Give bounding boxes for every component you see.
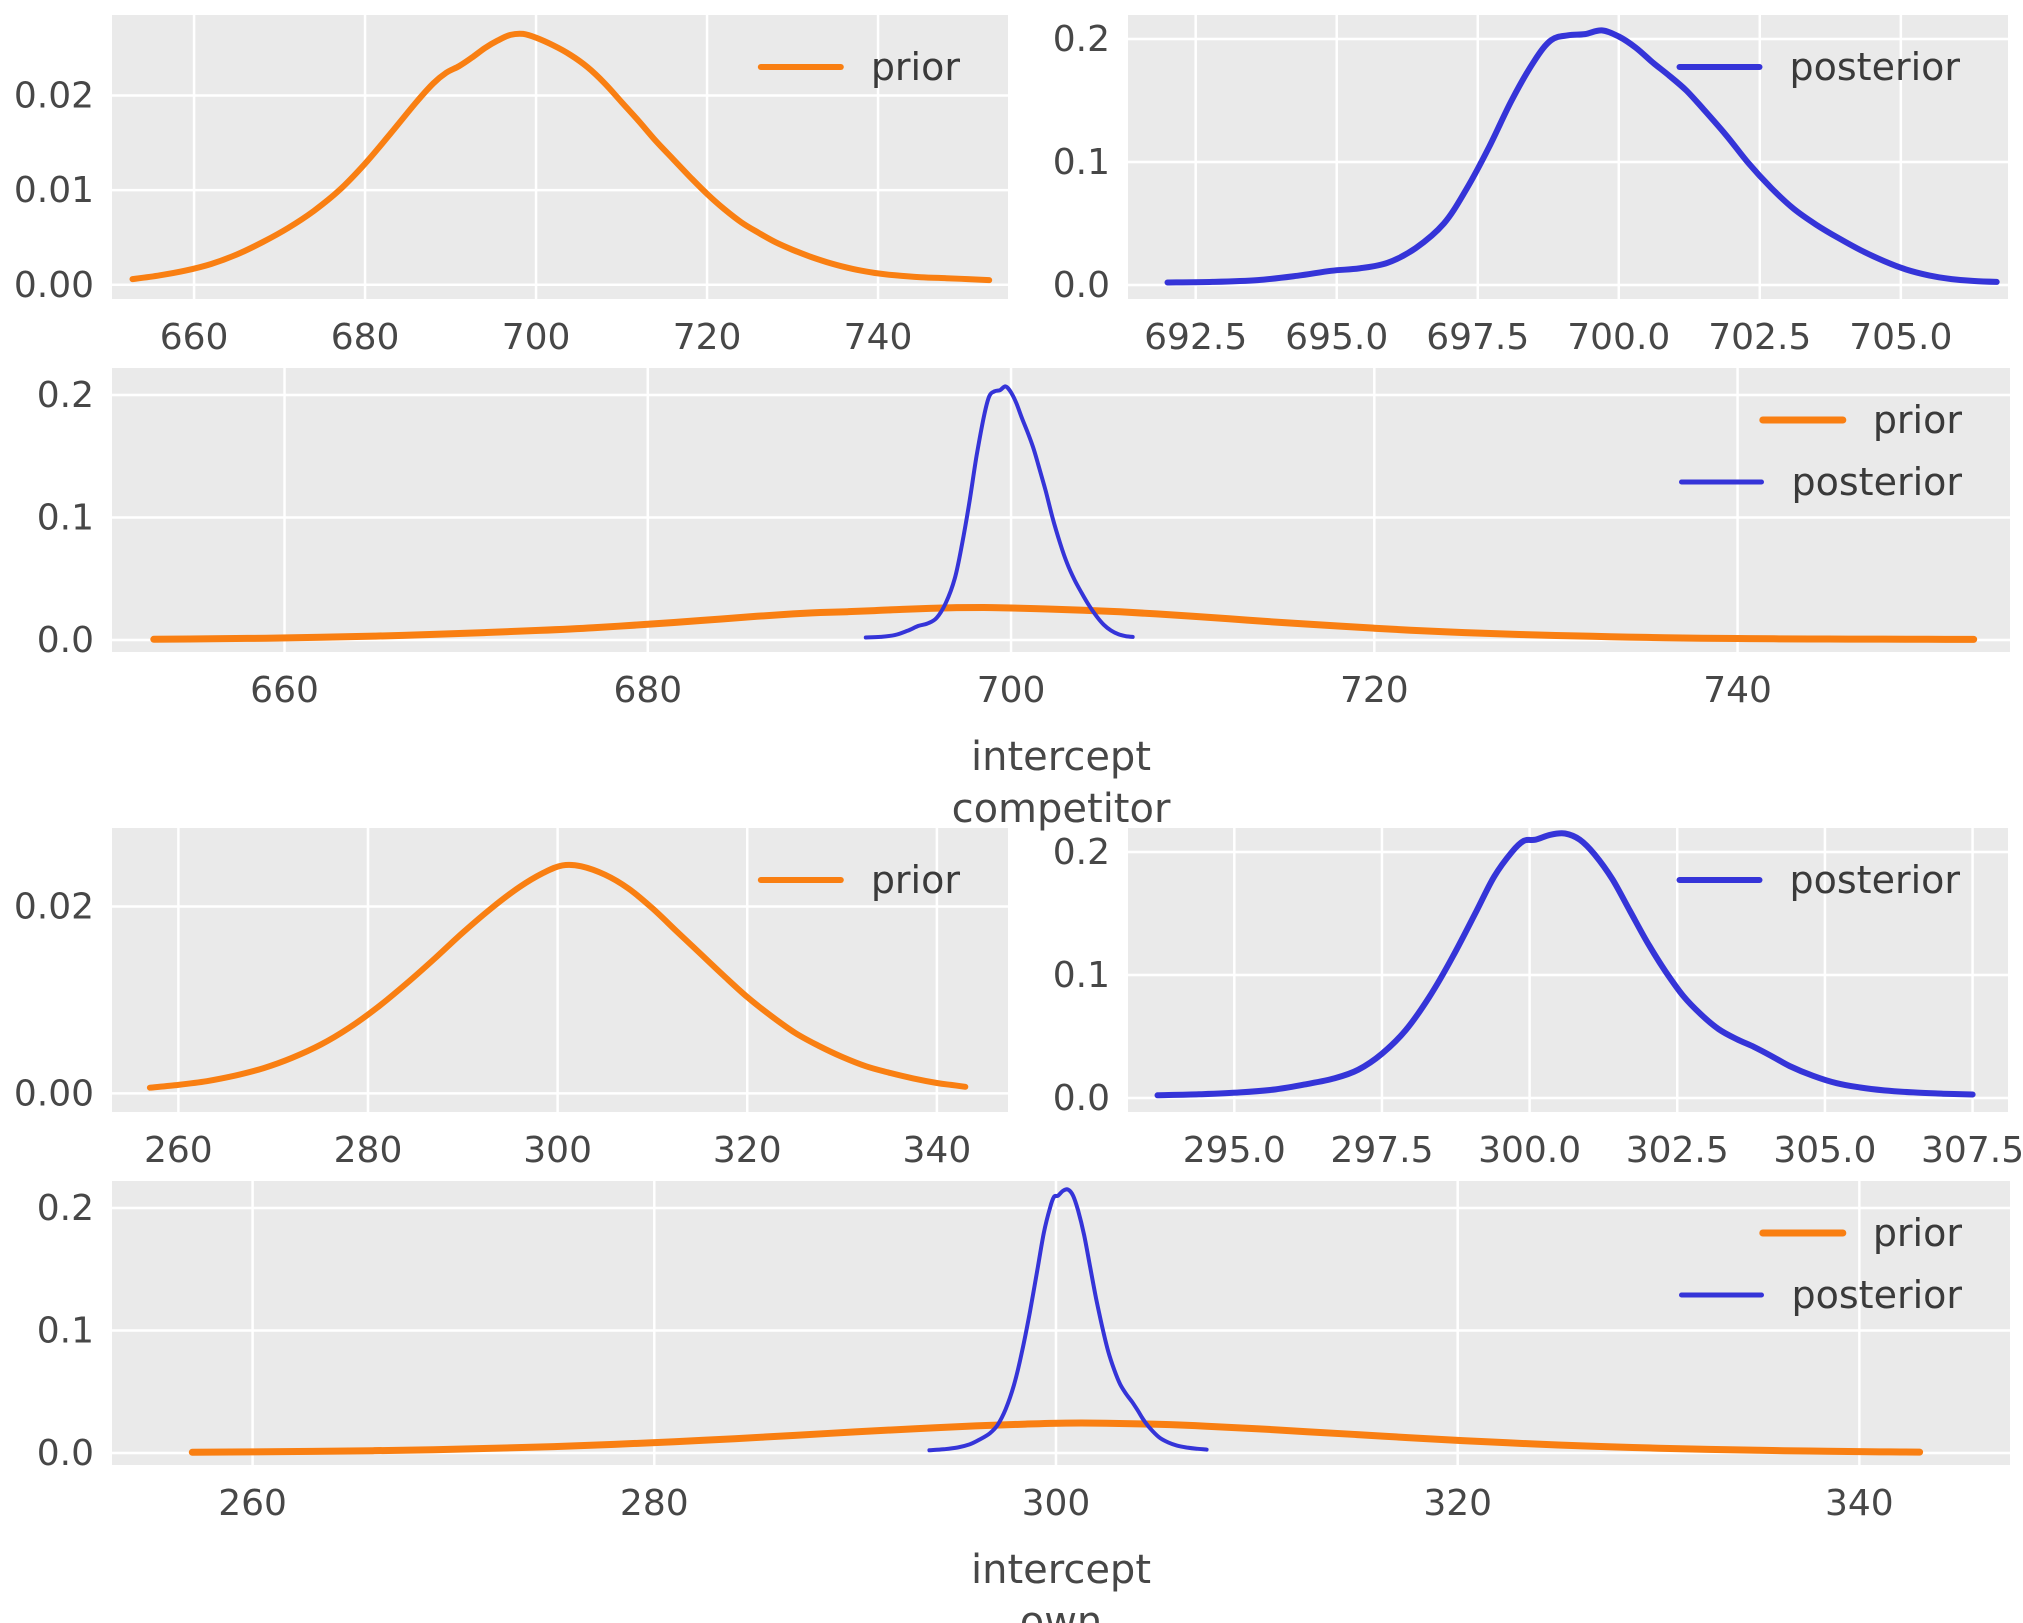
x-tick-label: 300.0 <box>1478 1130 1581 1171</box>
legend-label-posterior: posterior <box>1792 460 1963 504</box>
x-tick-label: 300 <box>523 1130 592 1171</box>
x-tick-label: 260 <box>218 1483 287 1524</box>
legend-label-prior: prior <box>1873 398 1963 442</box>
plot-background <box>112 15 1008 299</box>
density-curve-posterior <box>863 384 1135 640</box>
y-tick-label: 0.00 <box>14 265 94 306</box>
density-curve-posterior <box>1164 27 2000 286</box>
y-tick-label: 0.2 <box>1053 19 1110 60</box>
y-tick-label: 0.1 <box>37 1310 94 1351</box>
density-curve-prior <box>188 1419 1924 1456</box>
x-tick-label: 720 <box>1340 670 1409 711</box>
x-tick-label: 302.5 <box>1626 1130 1729 1171</box>
y-tick-label: 0.01 <box>14 170 94 211</box>
x-tick-label: 740 <box>1703 670 1772 711</box>
plot-background <box>1128 828 2008 1112</box>
x-tick-label: 307.5 <box>1921 1130 2023 1171</box>
subplot-competitor-prior: 660 680 700 720 740 0.00 0.01 0.02 prior <box>14 15 1008 358</box>
x-tick-label: 720 <box>673 317 742 358</box>
y-tick-label: 0.0 <box>37 620 94 661</box>
x-tick-label: 320 <box>713 1130 782 1171</box>
subplot-own-prior: 260 280 300 320 340 0.00 0.02 prior <box>14 828 1008 1171</box>
x-tick-label: 695.0 <box>1285 317 1388 358</box>
x-tick-label: 660 <box>160 317 229 358</box>
x-axis-label: intercept <box>971 1547 1151 1593</box>
density-curve-posterior <box>1154 830 1976 1099</box>
x-tick-label: 680 <box>613 670 682 711</box>
y-tick-label: 0.02 <box>14 886 94 927</box>
legend-label-prior: prior <box>1873 1211 1963 1255</box>
y-tick-label: 0.1 <box>1053 142 1110 183</box>
plot-background <box>112 368 2010 652</box>
y-tick-label: 0.0 <box>1053 265 1110 306</box>
x-tick-label: 700.0 <box>1567 317 1670 358</box>
x-tick-label: 280 <box>334 1130 403 1171</box>
x-tick-label: 680 <box>331 317 400 358</box>
x-tick-label: 702.5 <box>1708 317 1811 358</box>
y-tick-label: 0.1 <box>37 497 94 538</box>
x-tick-label: 700 <box>977 670 1046 711</box>
x-tick-label: 300 <box>1022 1483 1091 1524</box>
x-tick-label: 705.0 <box>1849 317 1952 358</box>
x-axis-label: intercept <box>971 734 1151 780</box>
x-tick-label: 305.0 <box>1773 1130 1876 1171</box>
density-curve-prior <box>129 30 993 284</box>
legend-label-prior: prior <box>871 858 961 902</box>
legend-label-prior: prior <box>871 45 961 89</box>
x-tick-label: 697.5 <box>1426 317 1529 358</box>
x-tick-label: 700 <box>502 317 571 358</box>
subplot-competitor-posterior: 692.5 695.0 697.5 700.0 702.5 705.0 0.0 0.1 0.2 p… <box>1053 15 2008 358</box>
x-axis-label: own <box>1020 1599 1103 1623</box>
x-tick-label: 280 <box>620 1483 689 1524</box>
x-tick-label: 660 <box>250 670 319 711</box>
y-tick-label: 0.1 <box>1053 955 1110 996</box>
y-tick-label: 0.2 <box>37 1188 94 1229</box>
x-tick-label: 260 <box>144 1130 213 1171</box>
x-axis-label: competitor <box>952 786 1171 832</box>
subplot-own-posterior: 295.0 297.5 300.0 302.5 305.0 307.5 0.0 0.1 0.2 p… <box>1053 828 2023 1171</box>
x-tick-label: 340 <box>903 1130 972 1171</box>
subplot-own-combined: 260 280 300 320 340 0.0 0.1 0.2 prior posterior in… <box>37 1181 2010 1623</box>
legend-label-posterior: posterior <box>1792 1273 1963 1317</box>
legend-label-posterior: posterior <box>1790 45 1961 89</box>
y-tick-label: 0.00 <box>14 1073 94 1114</box>
x-tick-label: 740 <box>844 317 913 358</box>
x-tick-label: 320 <box>1423 1483 1492 1524</box>
x-tick-label: 692.5 <box>1144 317 1247 358</box>
y-tick-label: 0.0 <box>1053 1078 1110 1119</box>
legend-label-posterior: posterior <box>1790 858 1961 902</box>
y-tick-label: 0.2 <box>1053 832 1110 873</box>
subplot-competitor-combined: 660 680 700 720 740 0.0 0.1 0.2 prior posterior in… <box>37 368 2010 832</box>
x-tick-label: 297.5 <box>1330 1130 1433 1171</box>
y-tick-label: 0.2 <box>37 375 94 416</box>
density-curve-posterior <box>927 1187 1209 1453</box>
y-tick-label: 0.0 <box>37 1433 94 1474</box>
y-tick-label: 0.02 <box>14 75 94 116</box>
x-tick-label: 340 <box>1825 1483 1894 1524</box>
plot-background <box>112 1181 2010 1465</box>
x-tick-label: 295.0 <box>1183 1130 1286 1171</box>
density-curve-prior <box>150 604 1978 643</box>
density-curve-prior <box>146 861 969 1091</box>
